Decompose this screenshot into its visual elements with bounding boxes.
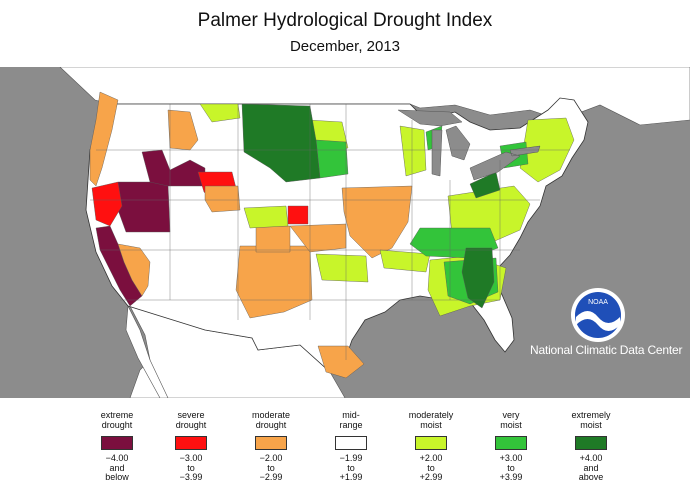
legend-label-line: drought [101, 420, 133, 430]
region-moderate-co-w [255, 225, 291, 253]
region-extreme-or-id [141, 149, 206, 187]
region-moderate-socal [117, 243, 151, 297]
legend-label-line: extremely [571, 410, 611, 420]
region-modmoist-wy [243, 205, 289, 229]
legend-label-line: drought [255, 420, 287, 430]
legend-range-line: +4.00 [579, 453, 603, 463]
legend-range-line: above [578, 472, 604, 482]
legend-range-line: −1.99 [339, 453, 363, 463]
svg-text:NOAA: NOAA [588, 299, 608, 306]
legend-range-line: to [427, 462, 435, 473]
region-moderate-idaho [167, 109, 199, 151]
region-extreme-nv-ut [117, 181, 171, 233]
us-drought-map [0, 67, 690, 398]
legend-range-line: −2.00 [259, 453, 283, 463]
legend-range-line: +2.00 [419, 453, 443, 463]
map-title: Palmer Hydrological Drought Index [197, 10, 493, 31]
legend-swatch [495, 436, 527, 450]
legend-item: mid-range −1.99 to +1.99 [306, 408, 396, 483]
legend-item: extreme drought −4.00 and below [72, 408, 162, 483]
legend-item: moderately moist +2.00 to +2.99 [386, 408, 476, 483]
legend-label-line: moist [500, 420, 522, 430]
legend-label-line: moist [420, 420, 442, 430]
region-modmoist-ok [315, 253, 369, 283]
legend-range-line: −3.99 [179, 472, 203, 482]
legend-range-line: −2.99 [259, 472, 283, 482]
legend-range-line: to [187, 462, 195, 473]
legend-range-line: to [267, 462, 275, 473]
legend-range-line: −4.00 [105, 453, 129, 463]
great-lakes [397, 109, 541, 181]
legend-swatch [255, 436, 287, 450]
legend-item: very moist +3.00 to +3.99 [466, 408, 556, 483]
legend: extreme drought −4.00 and below severe drought… [0, 398, 690, 488]
baja-peninsula [125, 304, 169, 398]
legend-label-line: range [339, 420, 363, 430]
region-moderate-tx [317, 345, 365, 379]
legend-label-line: severe [177, 410, 205, 420]
noaa-logo: NOAA [571, 288, 625, 342]
region-moderate-wy [204, 185, 241, 213]
legend-item: severe drought −3.00 to −3.99 [146, 408, 236, 483]
legend-range-line: +3.99 [499, 472, 523, 482]
legend-label-line: moderately [408, 410, 454, 420]
division-lines [90, 104, 570, 360]
legend-label-line: moist [580, 420, 602, 430]
region-modmoist-mi [399, 125, 427, 177]
region-modmoist-mt [199, 103, 241, 123]
legend-label-line: drought [175, 420, 207, 430]
legend-item: moderate drought −2.00 to −2.99 [226, 408, 316, 483]
region-modmoist-south [379, 249, 431, 273]
legend-swatch [575, 436, 607, 450]
region-extmoist-dakotas [241, 103, 321, 183]
region-severe-ca [91, 181, 123, 227]
region-extmoist-appalachia [461, 247, 495, 309]
region-severe-co [287, 205, 309, 225]
legend-label-line: extreme [100, 410, 134, 420]
legend-range-line: to [507, 462, 515, 473]
legend-label-line: mid- [342, 410, 360, 420]
credit-text: National Climatic Data Center [530, 343, 683, 357]
legend-range-line: and [583, 462, 599, 473]
legend-range-line: +3.00 [499, 453, 523, 463]
map-subtitle: December, 2013 [289, 38, 401, 55]
legend-swatch [101, 436, 133, 450]
legend-label-line: very [502, 410, 520, 420]
legend-range-line: and [109, 462, 125, 473]
legend-range-line: +2.99 [419, 472, 443, 482]
legend-range-line: below [105, 472, 129, 482]
legend-swatch [175, 436, 207, 450]
region-verymoist-dakotas [315, 139, 349, 179]
legend-swatch [415, 436, 447, 450]
region-moderate-coast [89, 91, 119, 187]
legend-range-line: −3.00 [179, 453, 203, 463]
legend-range-line: to [347, 462, 355, 473]
legend-range-line: +1.99 [339, 472, 363, 482]
legend-item: extremely moist +4.00 and above [546, 408, 636, 483]
legend-swatch [335, 436, 367, 450]
legend-label-line: moderate [251, 410, 291, 420]
